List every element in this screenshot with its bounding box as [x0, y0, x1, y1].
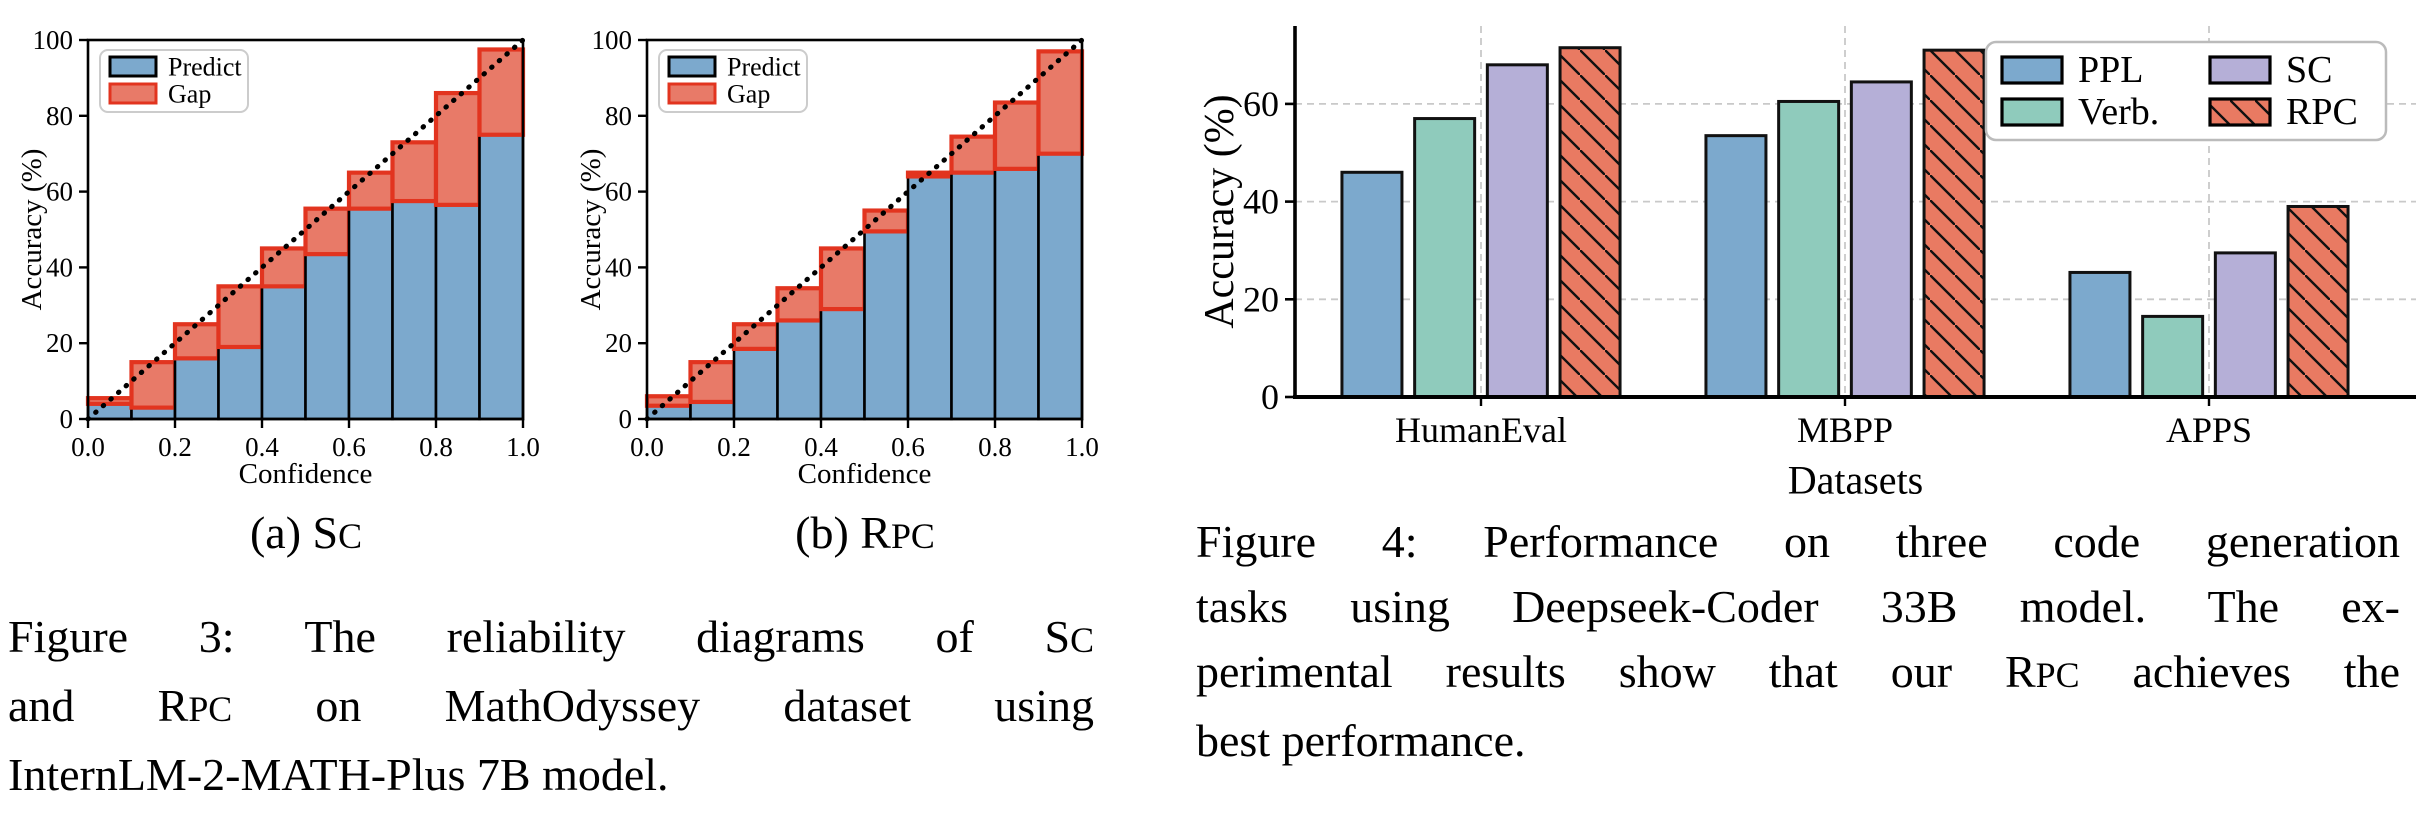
small-caps-run: C — [338, 516, 363, 556]
text-run: Figure 3: The reliability diagrams of S — [8, 611, 1071, 662]
svg-text:PPL: PPL — [2078, 49, 2143, 91]
svg-text:60: 60 — [1243, 84, 1279, 124]
svg-text:MBPP: MBPP — [1797, 410, 1893, 450]
bar-chart-code-generation: 0 20 40 60 HumanEval MBPP APPS Datasets Accuracy… — [1197, 26, 2416, 503]
svg-text:0.8: 0.8 — [978, 432, 1012, 462]
svg-text:60: 60 — [46, 177, 73, 207]
svg-text:40: 40 — [605, 252, 632, 282]
svg-text:0.0: 0.0 — [71, 432, 105, 462]
svg-text:Accuracy (%): Accuracy (%) — [575, 149, 607, 311]
text-run: (a) S — [249, 507, 339, 558]
svg-text:Confidence: Confidence — [798, 458, 932, 490]
caption-line: perimental results show that our RPC ach… — [1196, 639, 2400, 708]
svg-text:20: 20 — [605, 328, 632, 358]
svg-text:Gap: Gap — [168, 80, 211, 109]
svg-text:Confidence: Confidence — [239, 458, 373, 490]
small-caps-run: C — [1070, 620, 1094, 660]
svg-text:Gap: Gap — [727, 80, 770, 109]
reliability-chart-rpc: 0 20 40 60 80 100 0.0 0.2 0.4 0.6 0.8 1.0 Confidence… — [575, 25, 1099, 490]
svg-text:Predict: Predict — [727, 53, 801, 82]
text-run: tasks using Deepseek-Coder 33B model. Th… — [1196, 581, 2400, 632]
subcaption-b-rpc: (b) RPC — [647, 506, 1083, 559]
svg-text:0.4: 0.4 — [245, 432, 279, 462]
reliability-chart-sc: 0 20 40 60 80 100 0.0 0.2 0.4 0.6 0.8 1.0 Confidence… — [16, 25, 540, 490]
text-run: achieves the — [2079, 646, 2401, 697]
svg-text:40: 40 — [46, 252, 73, 282]
svg-text:Verb.: Verb. — [2078, 91, 2159, 133]
small-caps-run: PC — [188, 689, 233, 729]
text-run: on MathOdyssey dataset using — [232, 680, 1094, 731]
svg-text:80: 80 — [605, 101, 632, 131]
small-caps-run: PC — [890, 516, 935, 556]
svg-text:40: 40 — [1243, 182, 1279, 222]
figure-3-caption: Figure 3: The reliability diagrams of SC… — [8, 604, 1094, 808]
text-run: (b) R — [795, 507, 891, 558]
caption-line: InternLM-2-MATH-Plus 7B model. — [8, 742, 1094, 808]
small-caps-run: PC — [2035, 655, 2080, 695]
caption-line: and RPC on MathOdyssey dataset using — [8, 673, 1094, 742]
text-run: best performance. — [1196, 715, 1526, 766]
svg-text:0.2: 0.2 — [158, 432, 192, 462]
svg-text:Predict: Predict — [168, 53, 242, 82]
svg-text:20: 20 — [46, 328, 73, 358]
svg-text:HumanEval: HumanEval — [1395, 410, 1567, 450]
text-run: and R — [8, 680, 189, 731]
svg-text:0.2: 0.2 — [717, 432, 751, 462]
svg-text:0: 0 — [1261, 377, 1279, 417]
svg-text:0.8: 0.8 — [419, 432, 453, 462]
svg-text:100: 100 — [592, 25, 633, 55]
svg-text:Accuracy (%): Accuracy (%) — [16, 149, 48, 311]
svg-text:RPC: RPC — [2286, 91, 2358, 133]
svg-text:0.6: 0.6 — [332, 432, 366, 462]
caption-line: Figure 4: Performance on three code gene… — [1196, 509, 2400, 574]
svg-text:0.6: 0.6 — [891, 432, 925, 462]
text-run: perimental results show that our R — [1196, 646, 2036, 697]
svg-text:0.0: 0.0 — [630, 432, 664, 462]
text-run: Figure 4: Performance on three code gene… — [1196, 516, 2400, 567]
svg-text:60: 60 — [605, 177, 632, 207]
svg-text:80: 80 — [46, 101, 73, 131]
text-run: InternLM-2-MATH-Plus 7B model. — [8, 749, 669, 800]
svg-text:20: 20 — [1243, 279, 1279, 319]
svg-text:Accuracy (%): Accuracy (%) — [1197, 94, 1243, 328]
svg-text:100: 100 — [33, 25, 74, 55]
svg-text:SC: SC — [2286, 49, 2332, 91]
subcaption-a-sc: (a) SC — [88, 506, 524, 559]
caption-line: Figure 3: The reliability diagrams of SC — [8, 604, 1094, 673]
svg-text:0: 0 — [60, 404, 74, 434]
svg-text:Datasets: Datasets — [1788, 458, 1924, 503]
caption-line: best performance. — [1196, 708, 2400, 773]
svg-text:APPS: APPS — [2166, 410, 2252, 450]
svg-text:1.0: 1.0 — [1065, 432, 1099, 462]
svg-text:0.4: 0.4 — [804, 432, 838, 462]
svg-text:0: 0 — [619, 404, 633, 434]
caption-line: tasks using Deepseek-Coder 33B model. Th… — [1196, 574, 2400, 639]
svg-text:1.0: 1.0 — [506, 432, 540, 462]
figure-4-caption: Figure 4: Performance on three code gene… — [1196, 509, 2400, 773]
